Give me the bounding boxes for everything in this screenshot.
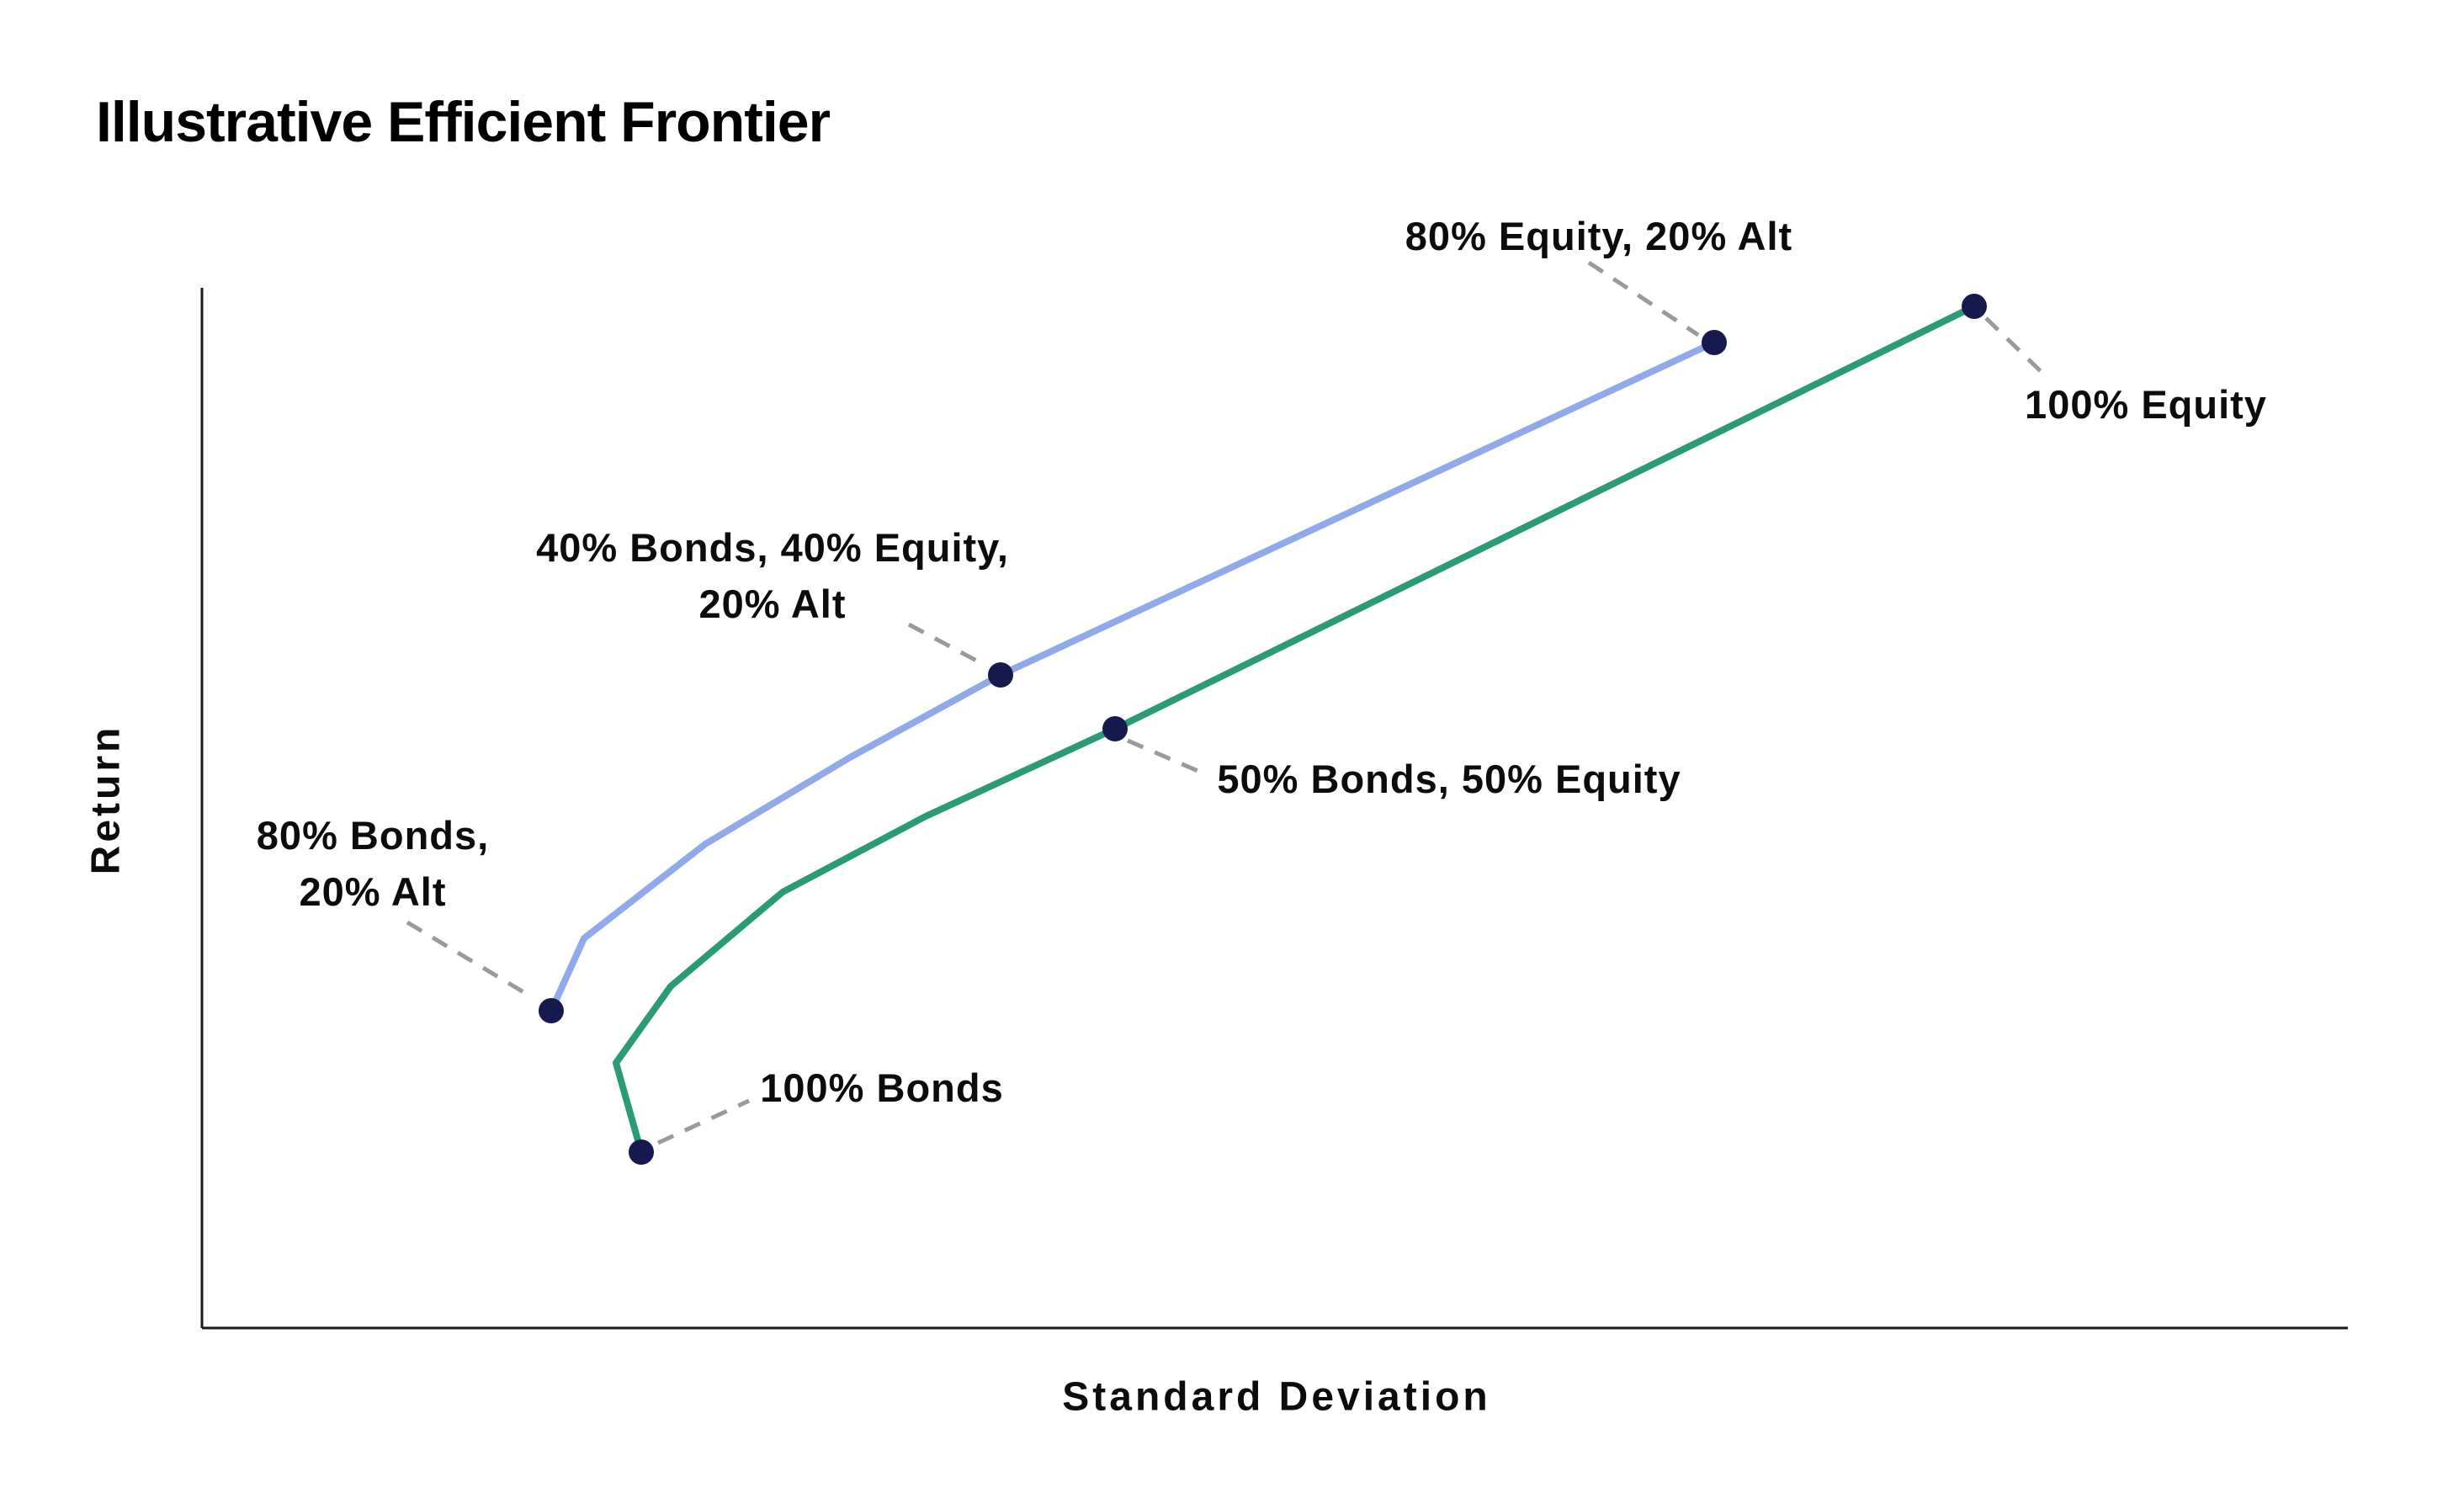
annotation-40-bonds-40-equity-20-alt: 40% Bonds, 40% Equity, 20% Alt	[536, 520, 1009, 632]
annotation-line: 80% Equity, 20% Alt	[1405, 214, 1793, 258]
annotation-line: 80% Bonds,	[256, 813, 490, 858]
annotation-line: 20% Alt	[299, 869, 447, 914]
annotation-80-equity-20-alt: 80% Equity, 20% Alt	[1405, 209, 1792, 265]
point-dot-80pct-equity-20pct-alt	[1702, 330, 1727, 355]
annotation-80-bonds-20-alt: 80% Bonds, 20% Alt	[257, 808, 489, 920]
point-dot-40pct-bonds-40pct-equity-20pct-alt	[988, 662, 1013, 688]
annotation-line: 100% Equity	[2025, 382, 2267, 427]
annotation-line: 50% Bonds, 50% Equity	[1217, 757, 1681, 801]
annotation-line: 20% Alt	[698, 581, 847, 626]
point-dot-100pct-equity	[1962, 294, 1987, 319]
leader-line-80pct-bonds-20pct-alt	[406, 920, 535, 1001]
y-axis-label: Return	[83, 724, 129, 875]
leader-line-100pct-equity	[1984, 316, 2048, 379]
point-dot-80pct-bonds-20pct-alt	[539, 998, 564, 1023]
annotation-100-bonds: 100% Bonds	[760, 1060, 1003, 1117]
leader-line-80pct-equity-20pct-alt	[1587, 260, 1700, 337]
chart-title: Illustrative Efficient Frontier	[96, 90, 831, 154]
bonds-equity-frontier-curve	[613, 303, 1978, 1155]
point-dot-100pct-bonds	[629, 1139, 654, 1165]
leader-line-100pct-bonds	[656, 1098, 751, 1145]
alternatives-frontier-curve	[548, 339, 1718, 1014]
x-axis-label: Standard Deviation	[1062, 1374, 1491, 1420]
leader-line-40pct-bonds-40pct-equity-20pct-alt	[907, 622, 983, 666]
annotation-50-bonds-50-equity: 50% Bonds, 50% Equity	[1217, 752, 1681, 808]
annotation-line: 100% Bonds	[760, 1065, 1004, 1110]
leader-line-50pct-bonds-50pct-equity	[1127, 738, 1203, 775]
annotation-100-equity: 100% Equity	[2025, 377, 2267, 433]
point-dot-50pct-bonds-50pct-equity	[1102, 716, 1128, 741]
annotation-line: 40% Bonds, 40% Equity,	[536, 525, 1009, 570]
